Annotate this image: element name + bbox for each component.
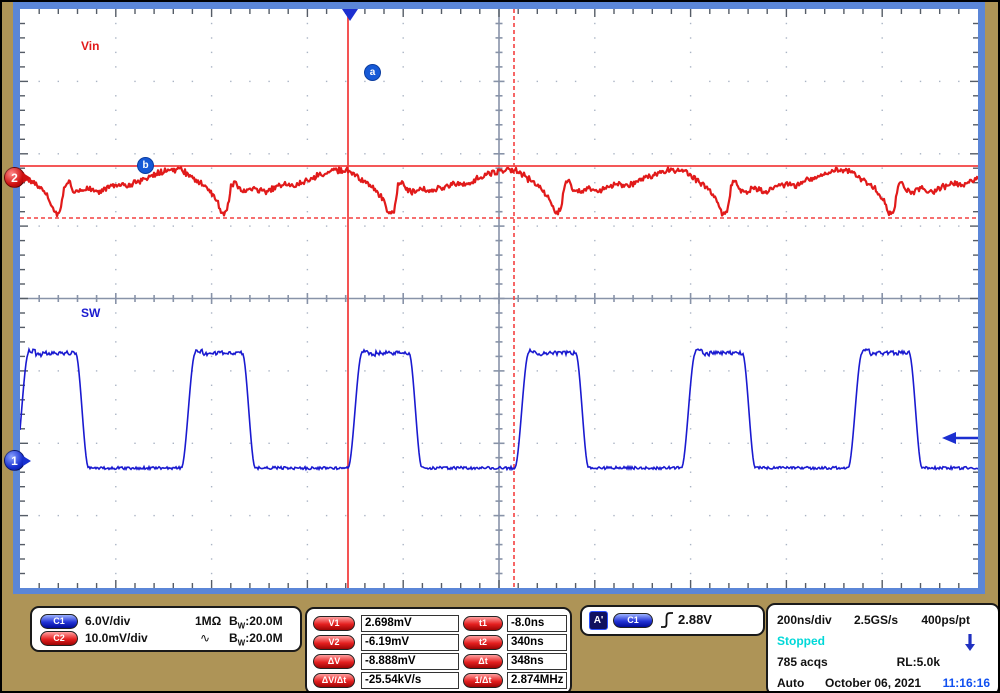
channel-1-marker-arrow-icon [23, 455, 31, 466]
meas-row-dv: ΔV -8.888mV Δt 348ns [307, 653, 570, 670]
v2-badge[interactable]: V2 [313, 635, 355, 650]
v1-value: 2.698mV [361, 615, 459, 632]
meas-row-v1: V1 2.698mV t1 -8.0ns [307, 615, 570, 632]
time-text: 11:16:16 [942, 676, 990, 690]
acquisition-status: Stopped [777, 634, 825, 648]
crt-bezel: Vin SW a b [13, 2, 985, 594]
channel-2-scale: 10.0mV/div [85, 631, 148, 645]
ac-coupling-icon: ∿ [200, 631, 211, 645]
sample-rate: 2.5GS/s [854, 613, 899, 627]
datetime-row: Auto October 06, 2021 11:16:16 [768, 675, 998, 691]
delta-t-value: 348ns [507, 653, 567, 670]
timebase-scale: 200ns/div [777, 613, 832, 627]
channel-1-row: C1 6.0V/div 1MΩ BW:20.0M [32, 613, 300, 630]
freq-badge[interactable]: 1/Δt [463, 673, 503, 688]
trigger-level-value: 2.88V [678, 612, 712, 627]
dv-dt-badge[interactable]: ΔV/Δt [313, 673, 355, 688]
channel-1-position-marker[interactable]: 1 [4, 450, 31, 471]
channel-1-bandwidth: BW:20.0M [229, 614, 283, 631]
cursor-readout-panel[interactable]: V1 2.698mV t1 -8.0ns V2 -6.19mV t2 340ns… [305, 607, 572, 691]
channel-2-row: C2 10.0mV/div ∿ BW:20.0M [32, 630, 300, 647]
trigger-mode: Auto [777, 676, 805, 690]
meas-row-v2: V2 -6.19mV t2 340ns [307, 634, 570, 651]
t2-badge[interactable]: t2 [463, 635, 503, 650]
acq-count-row: 785 acqs RL:5.0k [768, 654, 998, 670]
channel-1-badge[interactable]: C1 [40, 614, 78, 629]
t1-value: -8.0ns [507, 615, 567, 632]
trigger-panel[interactable]: A' C1 2.88V [580, 605, 765, 636]
delta-v-value: -8.888mV [361, 653, 459, 670]
rising-edge-icon [661, 612, 673, 628]
acquisition-count: 785 acqs [777, 655, 828, 669]
channel-2-position-marker[interactable]: 2 [4, 167, 31, 188]
v1-badge[interactable]: V1 [313, 616, 355, 631]
dv-dt-value: -25.54kV/s [361, 672, 459, 689]
freq-value: 2.874MHz [507, 672, 567, 689]
vin-waveform [20, 166, 978, 218]
trigger-level-arrow [942, 432, 956, 444]
trace-label-sw: SW [81, 306, 101, 320]
sw-waveform [20, 346, 978, 472]
trigger-a-event-icon[interactable]: A' [589, 611, 608, 630]
sample-resolution: 400ps/pt [921, 613, 970, 627]
v2-value: -6.19mV [361, 634, 459, 651]
channel-2-bandwidth: BW:20.0M [229, 631, 283, 648]
delta-t-badge[interactable]: Δt [463, 654, 503, 669]
cursor-b-handle[interactable]: b [137, 157, 154, 174]
acq-status-row: Stopped [768, 633, 998, 651]
down-arrow-icon [965, 634, 975, 651]
channel-1-scale: 6.0V/div [85, 614, 131, 628]
channel-2-badge[interactable]: C2 [40, 631, 78, 646]
timebase-row: 200ns/div 2.5GS/s 400ps/pt [768, 612, 998, 628]
graticule-area[interactable]: Vin SW a b [20, 9, 978, 588]
trigger-position-marker [342, 9, 358, 21]
channel-1-marker-label: 1 [11, 453, 18, 468]
trace-label-vin: Vin [81, 39, 100, 53]
meas-row-slope: ΔV/Δt -25.54kV/s 1/Δt 2.874MHz [307, 672, 570, 689]
channel-2-marker-label: 2 [11, 170, 18, 185]
delta-v-badge[interactable]: ΔV [313, 654, 355, 669]
channel-2-marker-arrow-icon [23, 172, 31, 183]
trigger-source-badge[interactable]: C1 [613, 613, 653, 628]
channel-1-impedance: 1MΩ [195, 614, 222, 628]
cursor-a-handle[interactable]: a [364, 64, 381, 81]
t2-value: 340ns [507, 634, 567, 651]
record-length: RL:5.0k [896, 655, 940, 669]
channel-settings-panel[interactable]: C1 6.0V/div 1MΩ BW:20.0M C2 10.0mV/div ∿… [30, 606, 302, 652]
timebase-panel[interactable]: 200ns/div 2.5GS/s 400ps/pt Stopped 785 a… [766, 603, 998, 691]
waveform-plot[interactable] [20, 9, 978, 588]
date-text: October 06, 2021 [825, 676, 922, 690]
t1-badge[interactable]: t1 [463, 616, 503, 631]
